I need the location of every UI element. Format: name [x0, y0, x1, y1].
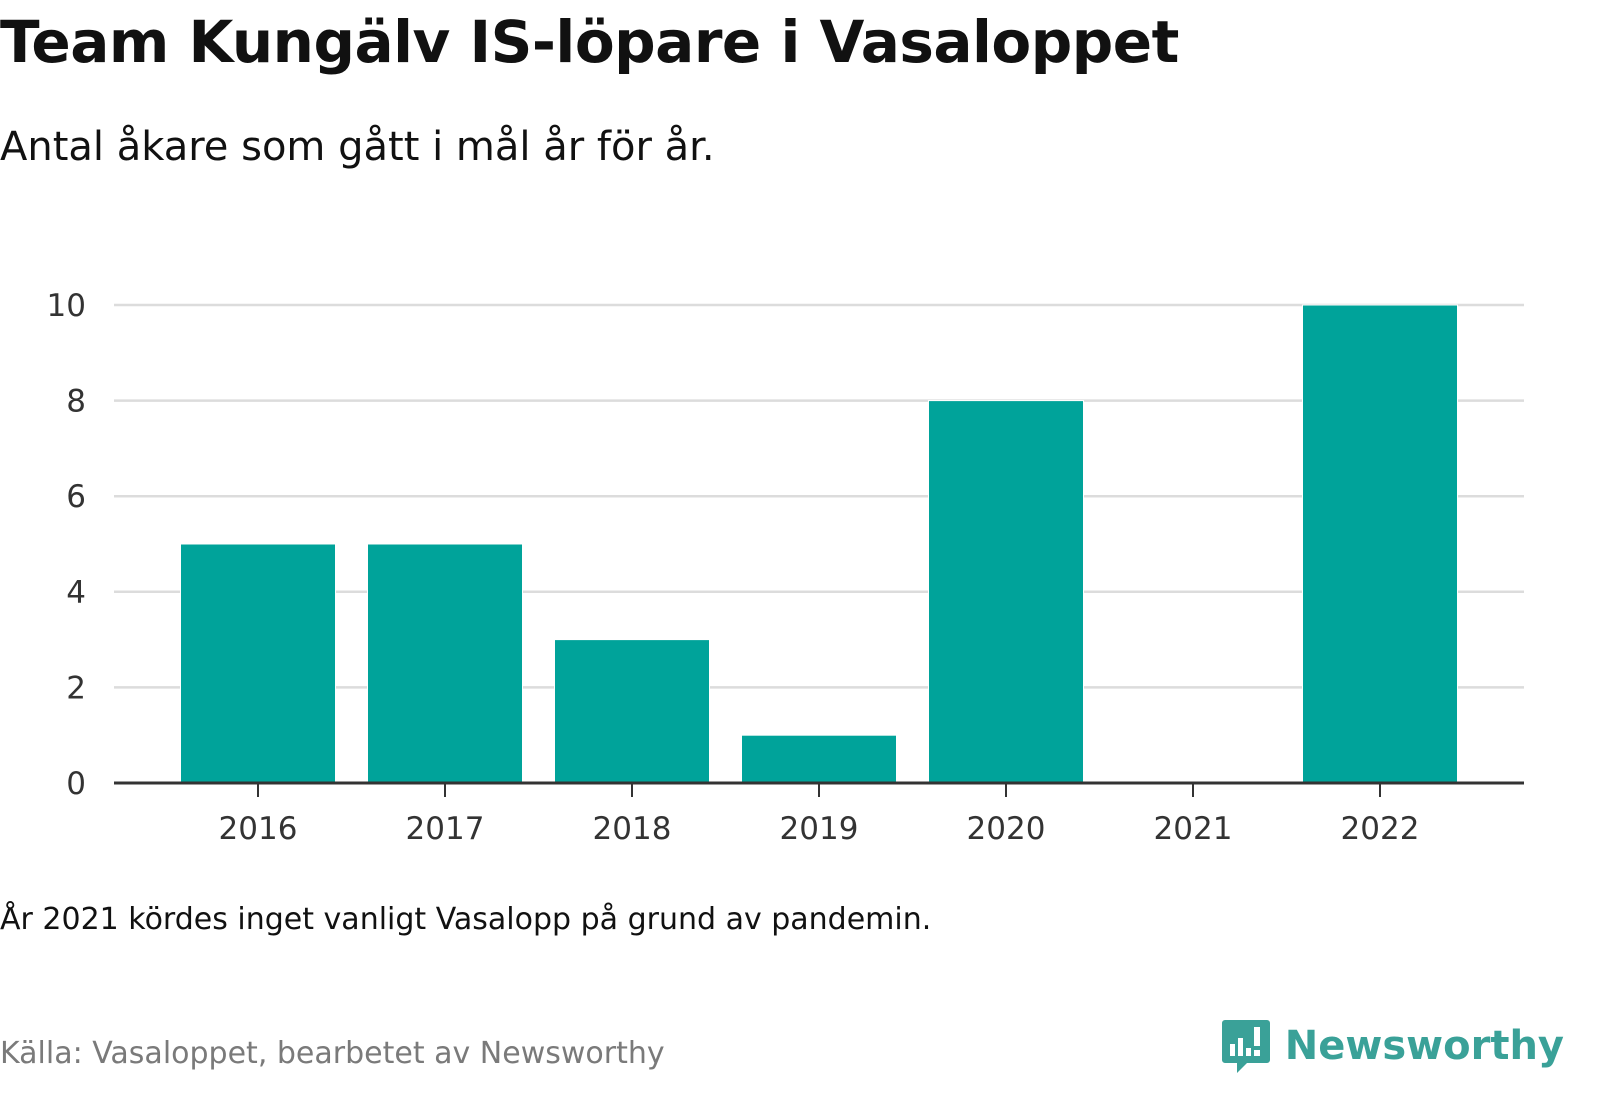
bar-2022 [1302, 304, 1458, 784]
x-tick-label: 2018 [593, 811, 672, 847]
bar-chart-speech-bubble-icon [1221, 1020, 1270, 1073]
y-tick-label: 8 [66, 384, 86, 420]
newsworthy-logo: Newsworthy [1221, 1018, 1564, 1074]
chart-title: Team Kungälv IS-löpare i Vasaloppet [0, 8, 1179, 76]
x-tick-label: 2021 [1154, 811, 1233, 847]
chart-note: År 2021 kördes inget vanligt Vasalopp på… [0, 902, 932, 937]
y-tick-label: 2 [66, 670, 86, 706]
bar-chart: 0 2 4 6 8 10 2016 2017 2018 2019 2020 2021 2022 [47, 288, 1524, 847]
x-tick-label: 2020 [967, 811, 1046, 847]
bar-2019 [741, 734, 897, 784]
x-tick-label: 2017 [406, 811, 485, 847]
y-tick-label: 6 [66, 479, 86, 515]
y-tick-label: 10 [47, 288, 86, 324]
y-tick-label: 4 [66, 575, 86, 611]
x-tick-label: 2022 [1341, 811, 1420, 847]
source-credit: Källa: Vasaloppet, bearbetet av Newswort… [0, 1036, 665, 1071]
x-tick-label: 2019 [780, 811, 859, 847]
x-tick-label: 2016 [219, 811, 298, 847]
bar-2016 [180, 543, 336, 784]
bar-2017 [367, 543, 523, 784]
y-tick-label: 0 [66, 766, 86, 802]
bar-2020 [928, 400, 1084, 784]
bar-2018 [554, 639, 710, 784]
brand-name: Newsworthy [1284, 1023, 1564, 1069]
chart-subtitle: Antal åkare som gått i mål år för år. [0, 124, 715, 170]
